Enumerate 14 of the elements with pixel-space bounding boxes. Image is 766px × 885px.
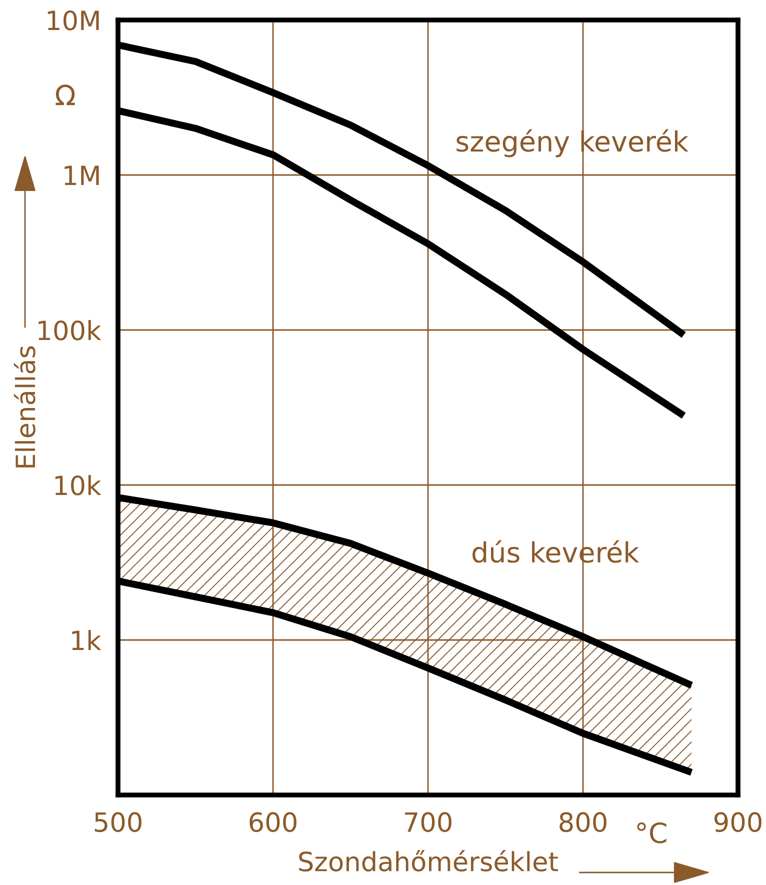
x-axis-title: Szondahőmérséklet xyxy=(299,850,558,872)
text: °C xyxy=(637,822,666,844)
y-axis-title: Ellenállás xyxy=(14,346,36,468)
x-tick-label: 700 xyxy=(404,812,452,832)
y-tick-label: 10M xyxy=(48,10,99,30)
x-tick-label: 500 xyxy=(94,812,142,832)
y-tick-label: 1k xyxy=(72,630,102,650)
x-tick-label: 800 xyxy=(560,812,606,832)
text: Ω xyxy=(56,84,75,106)
y-tick-label: 1M xyxy=(64,166,99,186)
y-tick-label: 100k xyxy=(38,320,102,340)
x-tick-label: 600 xyxy=(250,812,296,832)
x-tick-label: 900 xyxy=(714,812,762,832)
y-tick-label: 10k xyxy=(55,474,102,496)
